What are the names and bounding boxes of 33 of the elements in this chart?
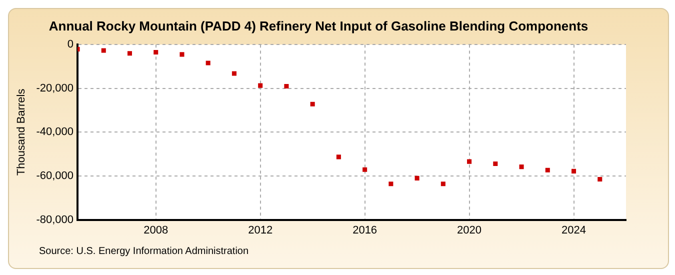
point — [519, 164, 524, 170]
point — [154, 50, 158, 55]
point — [310, 102, 315, 106]
source-note: Source: U.S. Energy Information Administration — [39, 246, 249, 257]
x-tick-label: 2012 — [248, 224, 273, 236]
point — [467, 159, 472, 164]
point — [232, 71, 236, 76]
point — [284, 84, 289, 88]
y-tick-label: -80,000 — [36, 214, 74, 226]
point — [336, 154, 341, 160]
point — [493, 161, 498, 166]
point — [101, 48, 106, 53]
x-tick-label: 2024 — [562, 224, 586, 236]
point — [571, 168, 576, 174]
point — [440, 182, 446, 186]
y-axis-title: Thousand Barrels — [16, 88, 28, 176]
y-tick-label: -40,000 — [36, 126, 74, 138]
point — [545, 168, 550, 172]
chart-title: Annual Rocky Mountain (PADD 4) Refinery Net Input of Gasoline Blending Components — [48, 18, 588, 34]
point — [258, 83, 263, 88]
point — [180, 52, 184, 57]
y-tick-label: -60,000 — [36, 170, 74, 182]
point — [362, 167, 368, 172]
point — [206, 60, 210, 66]
point — [414, 176, 420, 180]
y-tick-label: 0 — [67, 38, 74, 51]
x-tick-label: 2020 — [457, 224, 482, 236]
x-tick-label: 2008 — [144, 224, 168, 236]
point — [598, 177, 602, 182]
x-tick-label: 2016 — [352, 224, 378, 236]
point — [388, 182, 394, 186]
y-tick-label: -20,000 — [36, 82, 74, 94]
point — [127, 51, 132, 56]
